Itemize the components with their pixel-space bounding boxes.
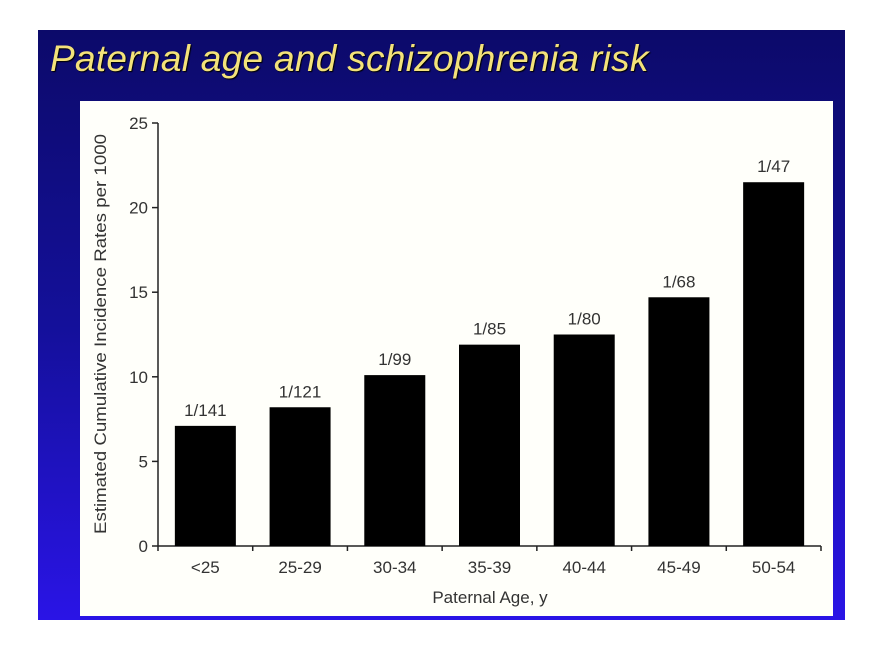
y-tick-label: 20	[129, 199, 148, 218]
x-tick-label: 50-54	[752, 558, 795, 577]
data-label: 1/47	[757, 157, 790, 176]
y-tick-label: 25	[129, 114, 148, 133]
bar-3034	[364, 375, 426, 546]
bar-25	[174, 425, 236, 546]
y-tick-label: 5	[139, 452, 148, 471]
bar-3539	[459, 344, 520, 546]
x-tick-label: 45-49	[657, 558, 700, 577]
x-tick-label: <25	[191, 558, 220, 577]
y-tick-label: 15	[129, 283, 148, 302]
data-label: 1/68	[662, 272, 695, 291]
slide-title: Paternal age and schizophrenia risk	[50, 38, 649, 79]
data-label: 1/99	[378, 350, 411, 369]
y-tick-label: 0	[139, 537, 148, 556]
y-axis-label: Estimated Cumulative Incidence Rates per…	[91, 134, 110, 534]
x-tick-label: 35-39	[468, 558, 511, 577]
x-tick-label: 25-29	[278, 558, 321, 577]
bar-5054	[743, 182, 805, 546]
bar-4549	[648, 297, 710, 546]
data-label: 1/141	[184, 401, 227, 420]
x-axis-label: Paternal Age, y	[432, 588, 548, 607]
data-label: 1/85	[473, 320, 506, 339]
x-tick-label: 30-34	[373, 558, 416, 577]
data-label: 1/80	[568, 310, 601, 329]
bar-2529	[269, 407, 331, 546]
x-tick-label: 40-44	[562, 558, 605, 577]
bar-4044	[553, 334, 615, 546]
y-tick-label: 10	[129, 368, 148, 387]
data-label: 1/121	[279, 382, 322, 401]
